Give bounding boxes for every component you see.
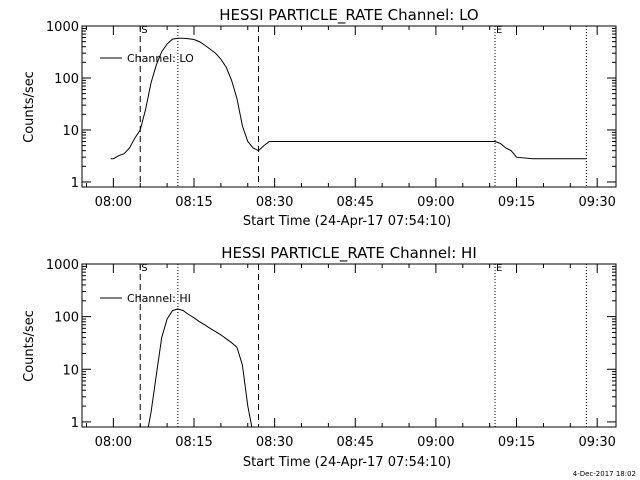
marker-label: E (496, 263, 502, 274)
x-tick-label: 08:15 (175, 195, 212, 210)
y-axis: 1 10 100 1000 (46, 258, 616, 431)
plot-frame (81, 263, 617, 428)
x-tick-label: 09:00 (417, 195, 454, 210)
chart-title: HESSI PARTICLE_RATE Channel: HI (221, 244, 477, 263)
marker-label: S (141, 263, 147, 274)
x-tick-label: 08:00 (95, 195, 132, 210)
x-tick-label: 09:30 (578, 195, 615, 210)
x-axis-label: Start Time (24-Apr-17 07:54:10) (243, 214, 451, 229)
series-line-lo (110, 37, 587, 160)
series-line-hi (147, 308, 253, 428)
x-tick-label: 09:30 (578, 435, 615, 450)
y-axis: 1 10 100 1000 (46, 20, 616, 191)
plot-frame (81, 25, 617, 188)
x-axis: 08:00 08:15 08:30 08:45 09:00 09:15 09:30 (85, 26, 616, 210)
y-tick-label: 1000 (46, 258, 79, 273)
x-tick-label: 08:30 (256, 435, 293, 450)
chart-title: HESSI PARTICLE_RATE Channel: LO (219, 6, 478, 25)
legend-label: Channel: HI (127, 292, 191, 305)
x-tick-label: 09:15 (498, 435, 535, 450)
x-tick-label: 09:15 (498, 195, 535, 210)
x-tick-label: 09:00 (417, 435, 454, 450)
y-tick-label: 10 (62, 363, 79, 378)
x-axis-label: Start Time (24-Apr-17 07:54:10) (243, 455, 451, 470)
marker-label: E (496, 25, 502, 36)
y-axis-label: Counts/sec (22, 310, 37, 382)
y-tick-label: 1 (71, 416, 79, 431)
x-tick-label: 08:45 (337, 195, 374, 210)
y-axis-label: Counts/sec (22, 71, 37, 143)
x-tick-label: 08:00 (95, 435, 132, 450)
marker-label: S (141, 25, 147, 36)
x-tick-label: 08:30 (256, 195, 293, 210)
x-tick-label: 08:45 (337, 435, 374, 450)
footer-timestamp: 4-Dec-2017 18:02 (573, 470, 636, 478)
x-tick-label: 08:15 (175, 435, 212, 450)
legend-label: Channel: LO (127, 52, 194, 65)
y-tick-label: 10 (62, 124, 79, 139)
y-tick-label: 100 (54, 311, 79, 326)
y-tick-label: 1 (71, 176, 79, 191)
y-tick-label: 100 (54, 72, 79, 87)
y-tick-label: 1000 (46, 20, 79, 35)
x-axis: 08:00 08:15 08:30 08:45 09:00 09:15 09:30 (85, 264, 616, 450)
